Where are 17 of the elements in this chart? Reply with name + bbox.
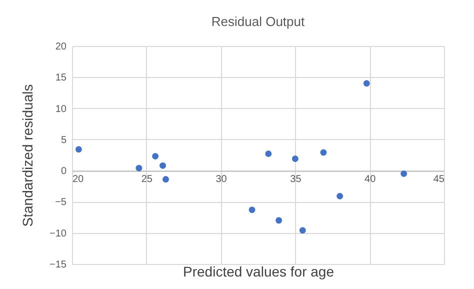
chart-title: Residual Output xyxy=(211,14,305,29)
x-axis-title: Predicted values for age xyxy=(183,264,334,280)
y-tick-label: 5 xyxy=(60,134,67,146)
x-tick-label: 30 xyxy=(216,174,228,186)
y-axis-title: Standardized residuals xyxy=(20,84,36,227)
x-tick-label: 40 xyxy=(364,174,376,186)
x-tick-label: 35 xyxy=(290,174,302,186)
y-tick-label: 10 xyxy=(55,104,67,115)
y-tick-label: 0 xyxy=(60,166,67,178)
x-tick-label: 25 xyxy=(141,174,153,186)
y-tick-label: −10 xyxy=(50,228,67,240)
x-tick-label: 20 xyxy=(72,174,84,186)
y-tick-label: 20 xyxy=(55,42,67,52)
y-tick-label: −15 xyxy=(50,260,67,270)
x-tick-label: 45 xyxy=(433,174,445,186)
y-tick-label: −5 xyxy=(55,197,67,208)
y-tick-label: 15 xyxy=(55,72,67,84)
